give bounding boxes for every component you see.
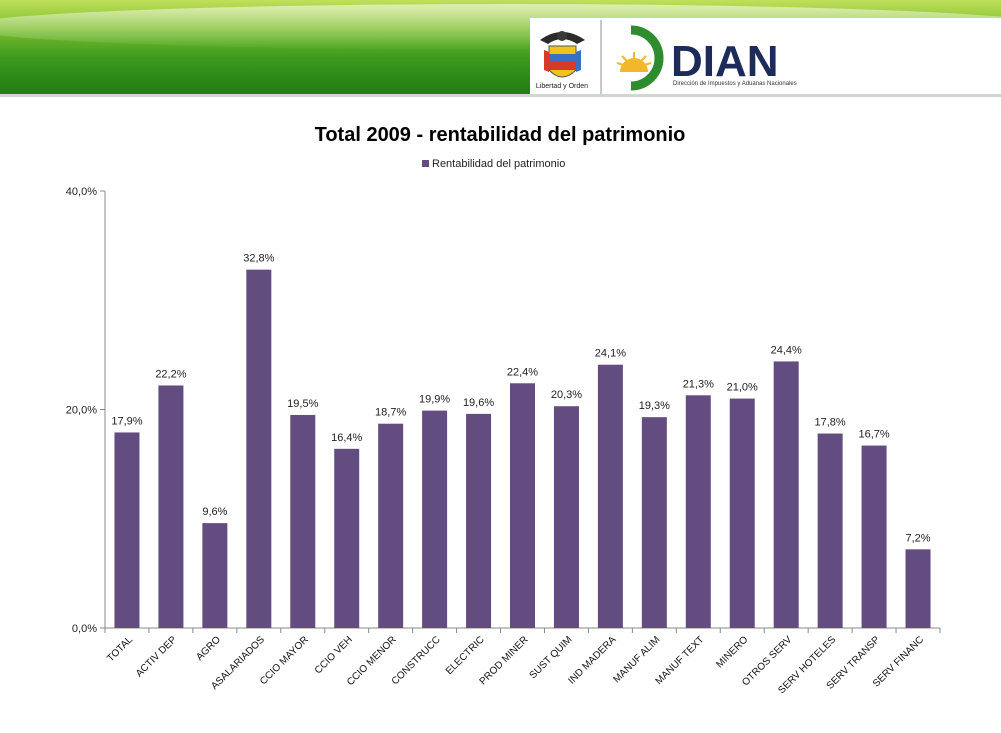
bar [553, 406, 579, 628]
bar [378, 423, 404, 628]
data-label: 24,1% [595, 348, 626, 360]
category-label: TOTAL [105, 634, 135, 664]
data-label: 19,6% [463, 397, 494, 409]
bar [685, 395, 711, 628]
bar [861, 445, 887, 628]
coat-of-arms-icon: Libertad y Orden [536, 31, 588, 90]
data-label: 22,4% [507, 366, 538, 378]
data-label: 21,3% [683, 378, 714, 390]
logo-divider [600, 20, 602, 94]
bar [422, 410, 448, 628]
bar [641, 417, 667, 628]
legend: Rentabilidad del patrimonio [422, 158, 565, 170]
y-tick-label: 20,0% [66, 405, 97, 417]
bar [773, 361, 799, 628]
category-label: AGRO [194, 634, 223, 663]
data-label: 19,5% [287, 398, 318, 410]
data-label: 7,2% [905, 532, 930, 544]
category-label: ELECTRIC [444, 634, 487, 677]
data-label: 18,7% [375, 407, 406, 419]
data-label: 16,7% [858, 429, 889, 441]
data-label: 17,9% [111, 415, 142, 427]
data-label: 19,9% [419, 394, 450, 406]
logos: Libertad y Orden DIAN Dirección de Impue… [536, 25, 797, 91]
data-label: 32,8% [243, 253, 274, 265]
header-banner: Libertad y Orden DIAN Dirección de Impue… [0, 0, 1001, 97]
category-label: SUST QUIM [528, 634, 575, 681]
bar [158, 385, 184, 628]
bar [246, 269, 272, 628]
data-label: 22,2% [155, 368, 186, 380]
bar [114, 432, 140, 628]
bar [290, 414, 316, 628]
legend-label: Rentabilidad del patrimonio [432, 158, 565, 170]
plot-area: 0,0% 20,0% 40,0% 17,9% TOTAL 22,2% ACTIV DEP 9,… [66, 186, 941, 696]
dian-sun-icon [616, 25, 664, 91]
logo-panel [530, 18, 1001, 97]
bar [817, 433, 843, 628]
data-label: 19,3% [639, 400, 670, 412]
category-label: CCIO VEH [313, 634, 355, 676]
data-label: 20,3% [551, 389, 582, 401]
data-label: 16,4% [331, 432, 362, 444]
chart-title: Total 2009 - rentabilidad del patrimonio [315, 124, 686, 146]
y-tick-label: 0,0% [72, 623, 97, 635]
brand-name: DIAN [671, 37, 779, 86]
bar [510, 383, 535, 628]
data-label: 24,4% [771, 344, 802, 356]
data-label: 9,6% [202, 506, 227, 518]
legend-swatch [422, 160, 429, 167]
data-label: 21,0% [727, 382, 758, 394]
data-label: 17,8% [815, 417, 846, 429]
y-tick-label: 40,0% [66, 186, 97, 198]
header-bottom-rule [0, 94, 1001, 97]
bar [466, 413, 492, 628]
category-label: MINERO [714, 634, 750, 670]
chart: Total 2009 - rentabilidad del patrimonio… [66, 124, 941, 696]
bar [202, 523, 228, 628]
bar [729, 398, 755, 628]
category-label: ACTIV DEP [134, 634, 179, 679]
bar [334, 448, 360, 628]
shield-caption: Libertad y Orden [536, 83, 588, 90]
bar [905, 549, 931, 628]
bar [597, 364, 623, 628]
brand-subtitle: Dirección de Impuestos y Aduanas Naciona… [673, 81, 797, 87]
